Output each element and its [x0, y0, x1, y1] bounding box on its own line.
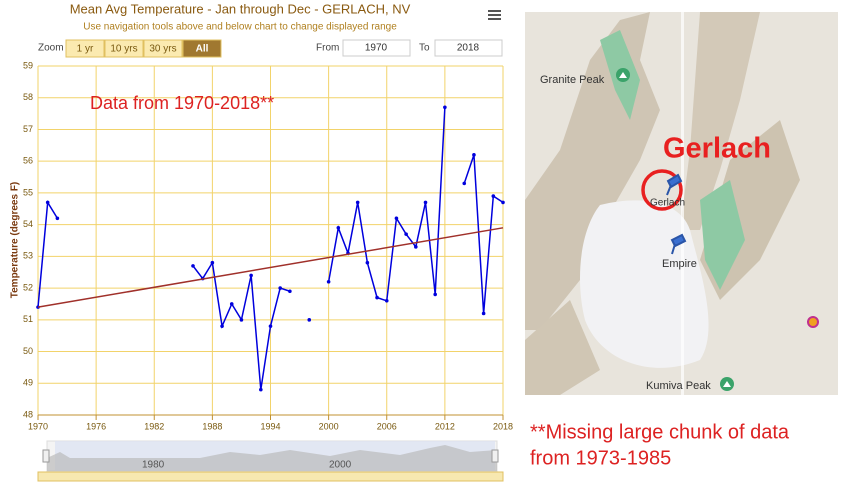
- x-tick-label: 1970: [28, 421, 48, 431]
- point: [336, 226, 341, 230]
- to-label: To: [419, 43, 430, 54]
- map-place: Gerlach: [650, 198, 685, 209]
- point: [45, 200, 50, 205]
- x-tick-label: 2012: [435, 421, 455, 431]
- point: [229, 302, 234, 306]
- x-tick-label: 1988: [202, 421, 222, 431]
- to-value: 2018: [457, 43, 480, 54]
- point: [394, 216, 399, 221]
- point: [423, 200, 428, 205]
- from-label: From: [316, 43, 339, 54]
- point: [278, 286, 282, 290]
- y-tick-label: 48: [23, 409, 33, 419]
- navigator-label: 2000: [329, 460, 352, 471]
- point: [501, 200, 505, 205]
- point: [259, 387, 263, 392]
- point: [365, 260, 370, 265]
- map-place: Kumiva Peak: [646, 380, 711, 392]
- y-tick-label: 56: [23, 156, 33, 166]
- point: [462, 181, 467, 186]
- trend-line: [37, 227, 504, 308]
- zoom-button[interactable]: [65, 39, 105, 58]
- point: [491, 194, 496, 198]
- y-tick-label: 59: [23, 60, 33, 70]
- zoom-button-label: 10 yrs: [110, 44, 137, 55]
- y-tick-label: 57: [23, 124, 33, 134]
- annotation: Data from 1970-2018**: [90, 93, 274, 113]
- zoom-button-label: All: [196, 44, 209, 55]
- zoom-button-label: 30 yrs: [149, 44, 176, 55]
- point: [268, 324, 273, 328]
- zoom-button[interactable]: [104, 39, 144, 58]
- note: from 1973-1985: [530, 447, 671, 469]
- point: [375, 295, 379, 300]
- x-tick-label: 1982: [144, 421, 164, 431]
- map-title: Gerlach: [663, 133, 771, 165]
- point: [472, 153, 476, 157]
- chart-subtitle: Use navigation tools above and below cha…: [83, 22, 397, 33]
- point: [355, 200, 360, 205]
- point: [326, 279, 331, 284]
- zoom-label: Zoom: [38, 43, 64, 54]
- y-tick-label: 52: [23, 282, 33, 292]
- x-tick-label: 2018: [493, 421, 513, 431]
- point: [443, 105, 447, 110]
- point: [414, 245, 418, 249]
- point: [220, 324, 224, 328]
- map-place: Granite Peak: [540, 74, 605, 86]
- zoom-button[interactable]: [182, 39, 222, 58]
- zoom-button[interactable]: [143, 39, 183, 58]
- y-tick-label: 55: [23, 187, 33, 197]
- x-tick-label: 1994: [260, 421, 280, 431]
- point: [239, 318, 244, 322]
- zoom-button-label: 1 yr: [77, 44, 94, 55]
- y-tick-label: 54: [23, 219, 33, 229]
- point: [210, 260, 215, 265]
- navigator-handle[interactable]: [42, 449, 50, 463]
- from-value: 1970: [365, 43, 388, 54]
- menu-icon[interactable]: [488, 10, 501, 20]
- y-tick-label: 53: [23, 251, 33, 261]
- point: [249, 273, 253, 278]
- y-axis-label: Temperature (degrees F): [10, 182, 21, 299]
- point: [55, 216, 60, 221]
- from-input[interactable]: [342, 39, 411, 57]
- point: [433, 292, 437, 297]
- point: [191, 264, 195, 268]
- x-tick-label: 2000: [319, 421, 339, 431]
- navigator-handle[interactable]: [491, 449, 499, 463]
- point: [307, 318, 312, 322]
- navigator-series: [47, 445, 497, 471]
- y-tick-label: 58: [23, 92, 33, 102]
- point: [384, 298, 389, 303]
- chart-title: Mean Avg Temperature - Jan through Dec -…: [70, 1, 411, 16]
- note: **Missing large chunk of data: [530, 421, 790, 443]
- to-input[interactable]: [434, 39, 503, 57]
- y-tick-label: 51: [23, 314, 33, 324]
- point: [481, 311, 486, 316]
- point: [404, 232, 408, 236]
- y-tick-label: 49: [23, 378, 33, 388]
- point: [288, 289, 292, 294]
- scrollbar[interactable]: [37, 471, 504, 482]
- map: [525, 12, 838, 395]
- x-tick-label: 1976: [86, 421, 106, 431]
- x-tick-label: 2006: [377, 421, 397, 431]
- navigator-label: 1980: [142, 460, 165, 471]
- y-tick-label: 50: [23, 346, 33, 356]
- map-place: Empire: [662, 258, 697, 270]
